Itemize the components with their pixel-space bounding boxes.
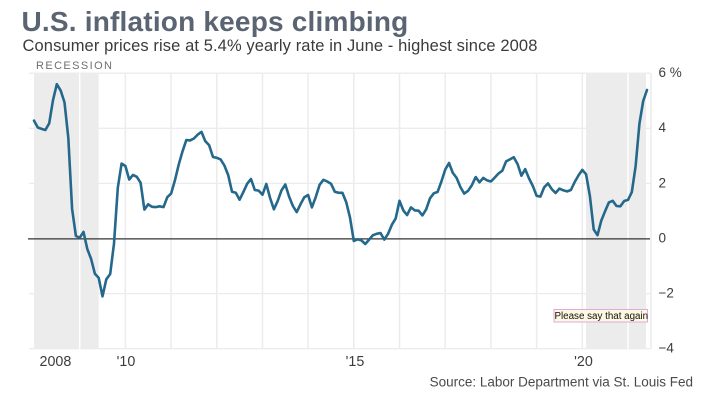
svg-text:2: 2 [659,175,667,190]
svg-text:'15: '15 [346,354,365,370]
svg-text:'10: '10 [117,354,136,370]
svg-text:Please say that again: Please say that again [554,311,648,322]
svg-text:'20: '20 [574,354,593,370]
svg-text:−4: −4 [659,341,675,356]
svg-text:4: 4 [659,120,667,135]
svg-text:0: 0 [659,230,667,245]
svg-text:2008: 2008 [40,354,72,370]
svg-text:Source: Labor Department via S: Source: Labor Department via St. Louis F… [430,375,693,390]
svg-text:6 %: 6 % [659,65,682,80]
svg-text:−2: −2 [659,286,674,301]
